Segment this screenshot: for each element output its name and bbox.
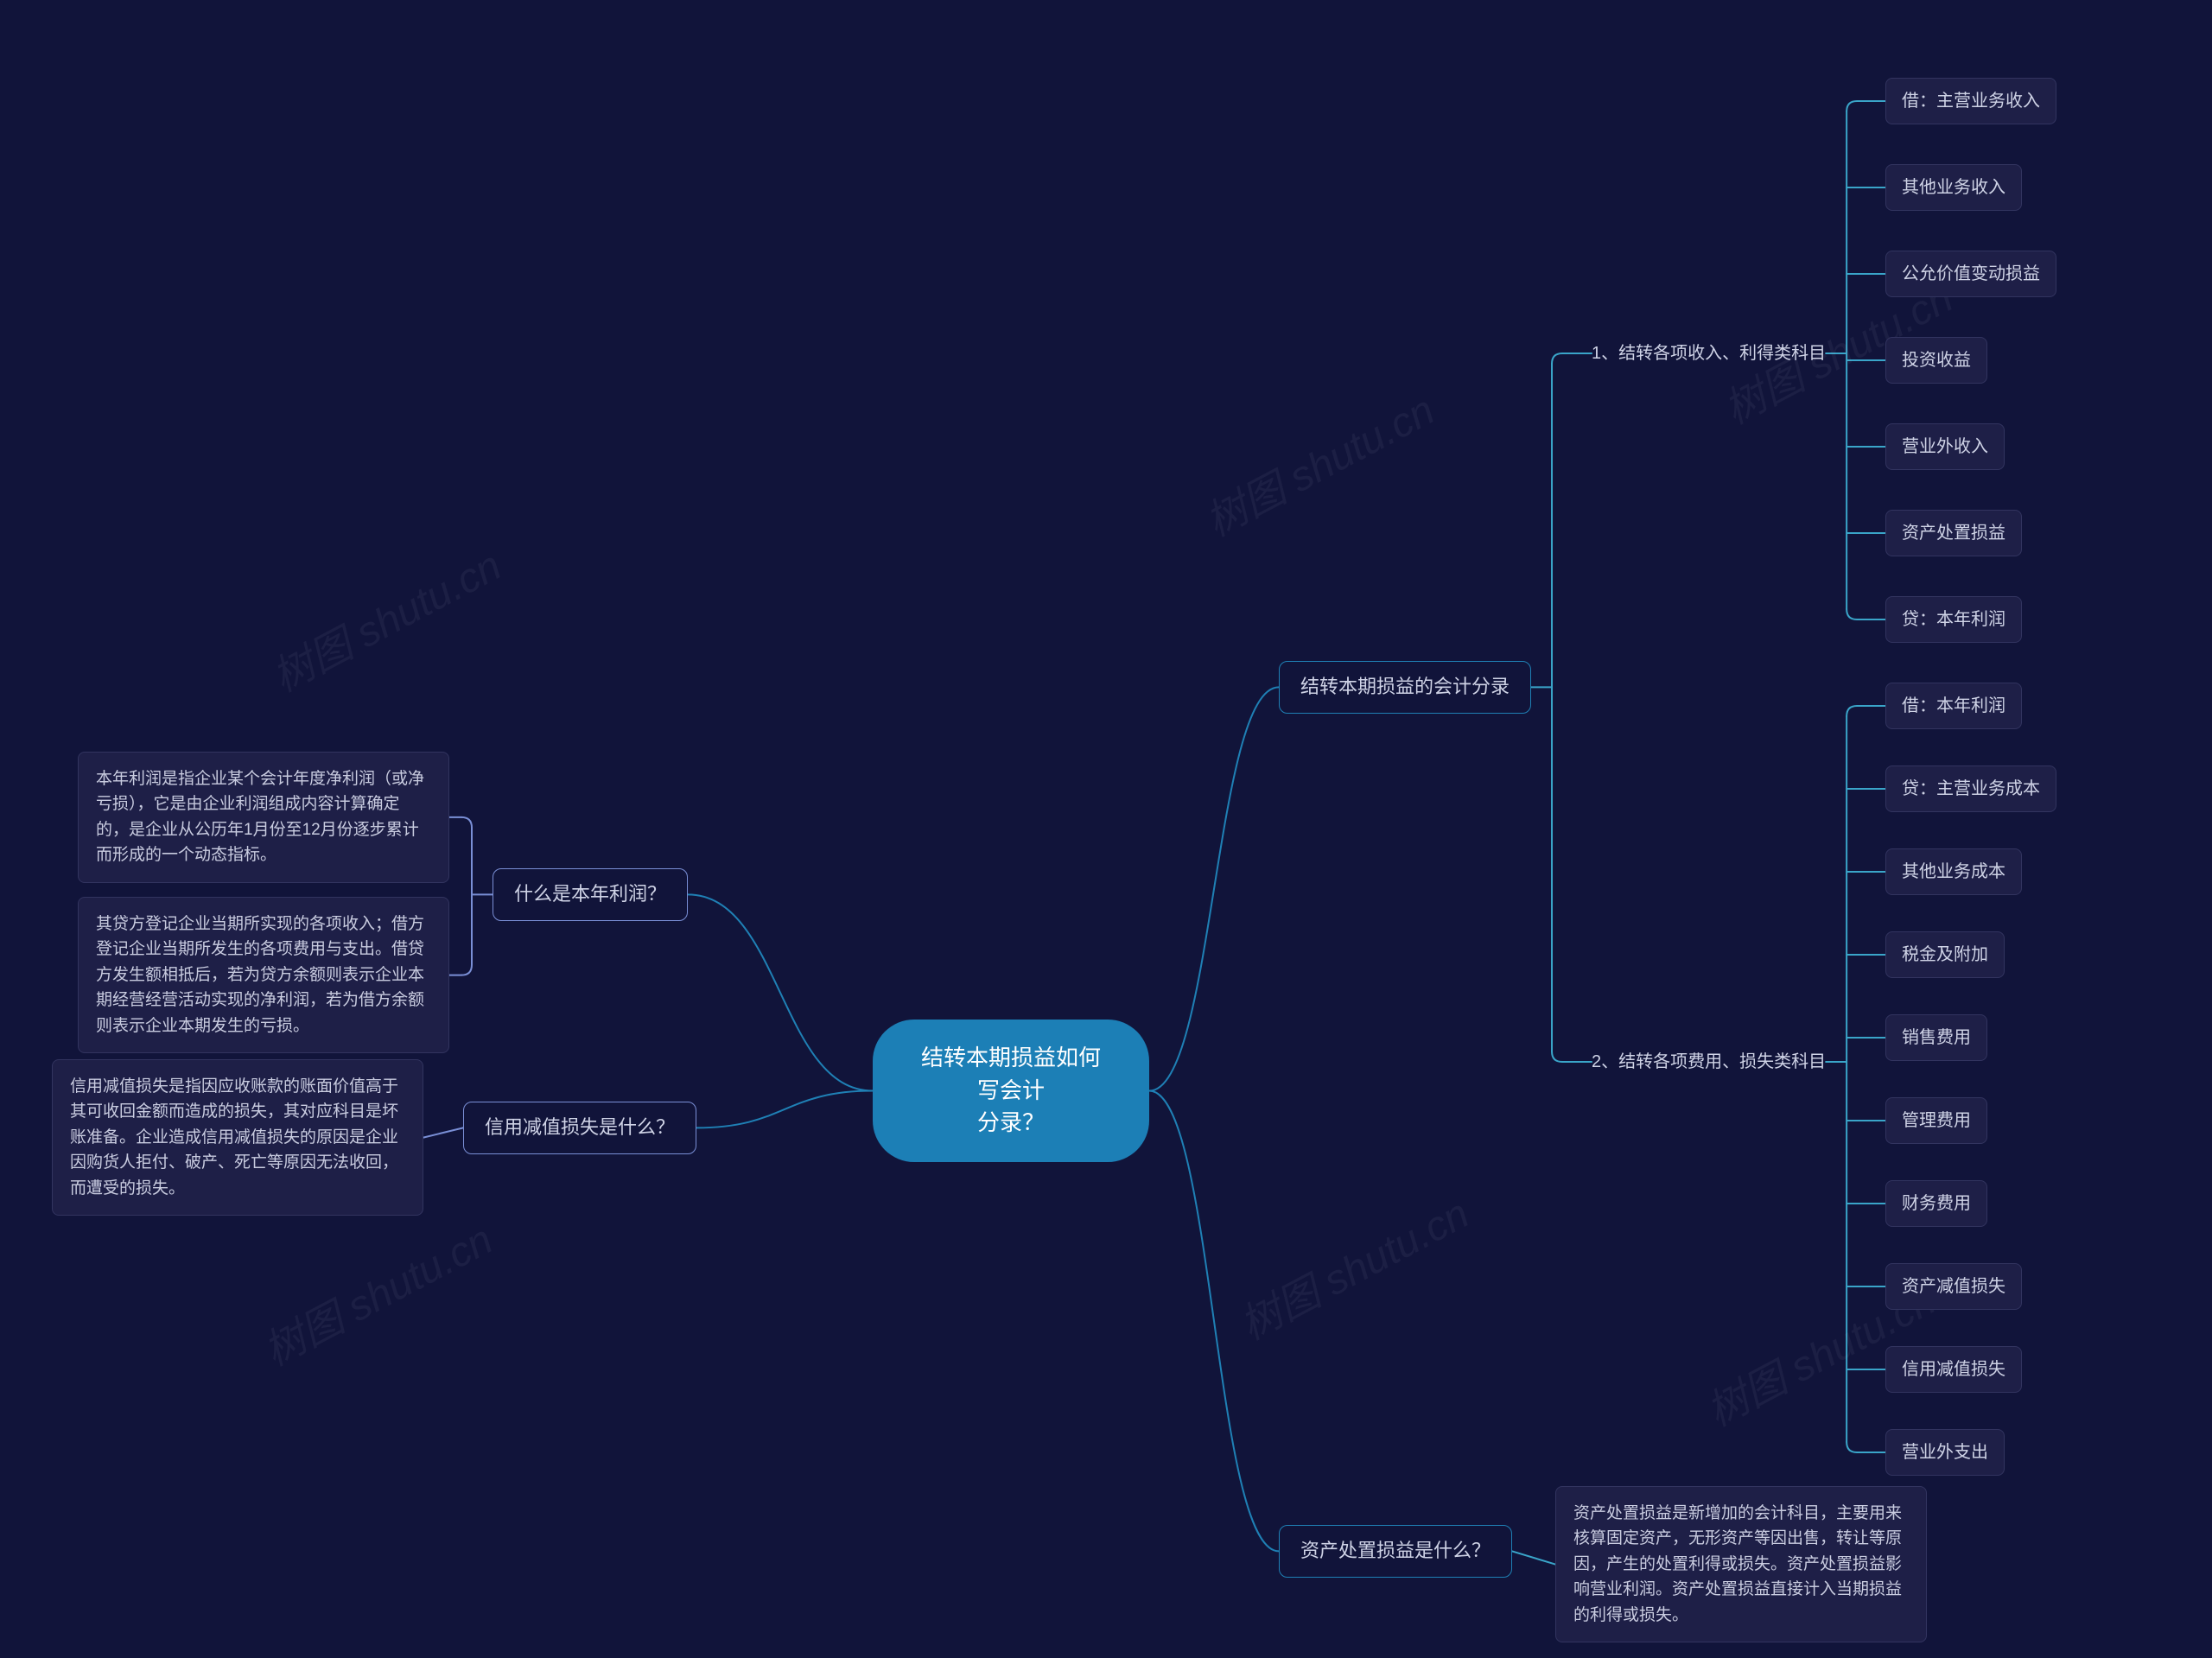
leaf-node[interactable]: 其他业务成本 — [1885, 848, 2022, 895]
leaf-node[interactable]: 财务费用 — [1885, 1180, 1987, 1227]
sub-node-income[interactable]: 1、结转各项收入、利得类科目 — [1592, 341, 1826, 365]
leaf-node[interactable]: 营业外支出 — [1885, 1429, 2005, 1476]
leaf-node[interactable]: 资产处置损益 — [1885, 510, 2022, 556]
desc-node: 资产处置损益是新增加的会计科目，主要用来核算固定资产，无形资产等因出售，转让等原… — [1555, 1486, 1927, 1642]
branch-node-year-profit[interactable]: 什么是本年利润？ — [493, 868, 688, 921]
leaf-node[interactable]: 税金及附加 — [1885, 931, 2005, 978]
leaf-node[interactable]: 其他业务收入 — [1885, 164, 2022, 211]
leaf-node[interactable]: 投资收益 — [1885, 337, 1987, 384]
leaf-node[interactable]: 资产减值损失 — [1885, 1263, 2022, 1310]
leaf-node[interactable]: 贷：本年利润 — [1885, 596, 2022, 643]
leaf-node[interactable]: 管理费用 — [1885, 1097, 1987, 1144]
leaf-node[interactable]: 借：本年利润 — [1885, 683, 2022, 729]
leaf-node[interactable]: 信用减值损失 — [1885, 1346, 2022, 1393]
desc-node: 信用减值损失是指因应收账款的账面价值高于其可收回金额而造成的损失，其对应科目是坏… — [52, 1059, 423, 1216]
branch-node-asset-disposal[interactable]: 资产处置损益是什么？ — [1279, 1525, 1512, 1578]
branch-node-credit-impairment[interactable]: 信用减值损失是什么？ — [463, 1102, 696, 1154]
leaf-node[interactable]: 贷：主营业务成本 — [1885, 765, 2056, 812]
desc-node: 其贷方登记企业当期所实现的各项收入；借方登记企业当期所发生的各项费用与支出。借贷… — [78, 897, 449, 1053]
root-node[interactable]: 结转本期损益如何写会计分录？ — [873, 1020, 1149, 1162]
leaf-node[interactable]: 营业外收入 — [1885, 423, 2005, 470]
leaf-node[interactable]: 销售费用 — [1885, 1014, 1987, 1061]
desc-node: 本年利润是指企业某个会计年度净利润（或净亏损），它是由企业利润组成内容计算确定的… — [78, 752, 449, 883]
leaf-node[interactable]: 公允价值变动损益 — [1885, 251, 2056, 297]
leaf-node[interactable]: 借：主营业务收入 — [1885, 78, 2056, 124]
mindmap-canvas: 树图 shutu.cn 树图 shutu.cn 树图 shutu.cn 树图 s… — [0, 0, 2212, 1658]
sub-node-expense[interactable]: 2、结转各项费用、损失类科目 — [1592, 1050, 1826, 1074]
branch-node-entries[interactable]: 结转本期损益的会计分录 — [1279, 661, 1531, 714]
